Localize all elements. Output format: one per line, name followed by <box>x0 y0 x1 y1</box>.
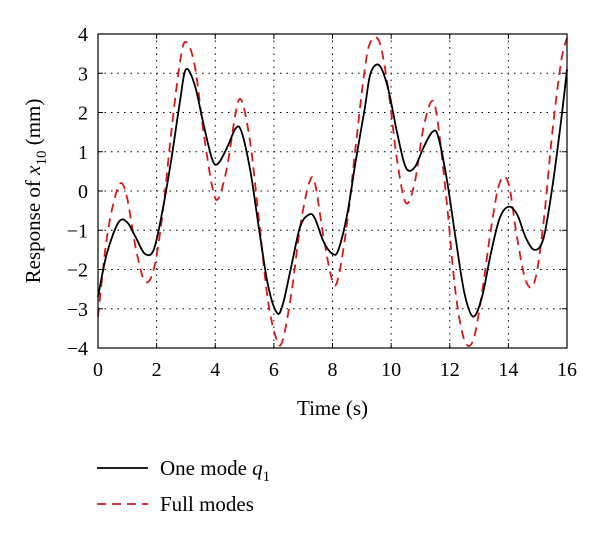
x-axis-label: Time (s) <box>297 396 368 420</box>
y-axis-label: Response of x10 (mm) <box>21 99 50 284</box>
y-axis-label-prefix: Response of <box>21 175 45 284</box>
x-tick-label: 8 <box>328 359 338 381</box>
y-tick-label: −1 <box>67 220 88 242</box>
y-tick-label: 4 <box>78 24 88 46</box>
x-tick-label: 2 <box>152 359 162 381</box>
x-axis: 0 2 4 6 8 10 12 14 16 <box>93 34 577 381</box>
y-axis-label-sub: 10 <box>34 151 50 166</box>
legend-label-one-mode: One mode q1 <box>160 456 270 485</box>
grid <box>98 34 567 348</box>
x-tick-label: 6 <box>269 359 279 381</box>
y-tick-label: −4 <box>67 338 88 360</box>
y-axis: 4 3 2 1 0 −1 −2 −3 −4 <box>67 24 567 360</box>
y-axis-label-var: x <box>21 165 45 176</box>
x-tick-label: 10 <box>381 359 401 381</box>
x-tick-label: 4 <box>210 359 220 381</box>
y-tick-label: 0 <box>78 181 88 203</box>
series-layer <box>97 36 568 347</box>
legend: One mode q1 Full modes <box>97 456 270 516</box>
y-tick-label: 3 <box>78 63 88 85</box>
y-tick-label: −2 <box>67 260 88 282</box>
x-tick-label: 16 <box>557 359 577 381</box>
legend-one-mode-symbol: q <box>252 456 263 480</box>
x-tick-label: 12 <box>440 359 460 381</box>
y-tick-label: 1 <box>78 142 88 164</box>
y-axis-label-suffix: (mm) <box>21 99 45 151</box>
series-line-full-modes <box>97 36 568 347</box>
x-tick-label: 0 <box>93 359 103 381</box>
y-tick-label: −3 <box>67 299 88 321</box>
legend-one-mode-sub: 1 <box>263 469 271 485</box>
x-tick-label: 14 <box>498 359 518 381</box>
y-tick-label: 2 <box>78 103 88 125</box>
legend-label-full-modes: Full modes <box>160 492 254 516</box>
series-line-one-mode <box>97 63 568 318</box>
legend-one-mode-text: One mode <box>160 456 247 480</box>
